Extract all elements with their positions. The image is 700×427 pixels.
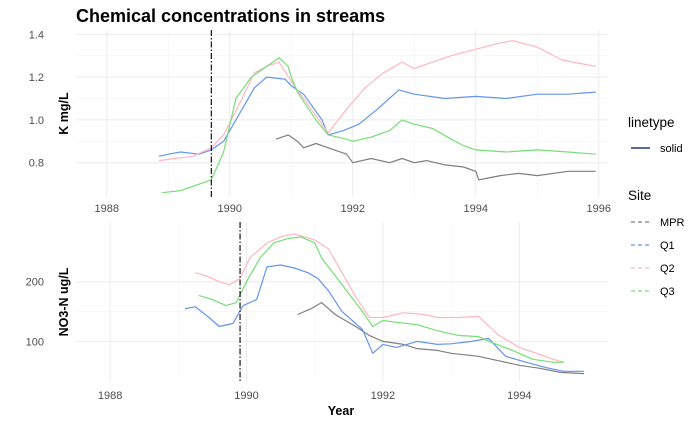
bottom-x-tick-label: 1990 (234, 390, 258, 402)
legend-label-mpr: MPR (660, 217, 685, 229)
bottom-x-tick-label: 1988 (98, 390, 122, 402)
legend-title-linetype: linetype (628, 115, 675, 130)
top-series-q3 (162, 57, 596, 194)
top-y-tick-label: 1.4 (29, 29, 44, 41)
bottom-y-tick-label: 100 (26, 336, 44, 348)
top-y-tick-label: 0.8 (29, 158, 44, 170)
top-x-tick-label: 1988 (95, 203, 119, 215)
legend-label-q3: Q3 (660, 286, 675, 298)
bottom-panel: 1988 1990 1992 1994 100 200 NO3-N ug/L (26, 222, 608, 402)
bottom-series-q2 (195, 233, 564, 363)
top-x-tick-label: 1996 (587, 203, 611, 215)
chart-title: Chemical concentrations in streams (76, 6, 385, 26)
legend-label-q1: Q1 (660, 240, 675, 252)
legend-title-site: Site (628, 188, 651, 203)
top-panel: 1988 1990 1992 1994 1996 0.8 1.0 1.2 1.4 K mg/L (29, 29, 611, 215)
top-series-mpr (275, 134, 596, 181)
legend-label-q2: Q2 (660, 263, 675, 275)
legend: linetype solid Site MPR Q1 Q2 Q3 (628, 115, 685, 298)
top-x-tick-label: 1992 (341, 203, 365, 215)
bottom-x-tick-label: 1992 (371, 390, 395, 402)
bottom-x-tick-label: 1994 (507, 390, 531, 402)
top-y-tick-label: 1.2 (29, 72, 44, 84)
bottom-y-axis-label: NO3-N ug/L (57, 267, 71, 336)
top-x-tick-label: 1994 (464, 203, 488, 215)
legend-label-solid: solid (660, 143, 683, 155)
bottom-series-mpr (297, 302, 585, 375)
top-y-tick-label: 1.0 (29, 115, 44, 127)
top-y-axis-label: K mg/L (57, 92, 71, 135)
bottom-series-q3 (198, 236, 564, 363)
bottom-y-tick-label: 200 (26, 277, 44, 289)
top-series-q2 (158, 40, 596, 162)
bottom-series-q1 (184, 264, 585, 372)
top-x-tick-label: 1990 (218, 203, 242, 215)
x-axis-label: Year (328, 404, 355, 418)
